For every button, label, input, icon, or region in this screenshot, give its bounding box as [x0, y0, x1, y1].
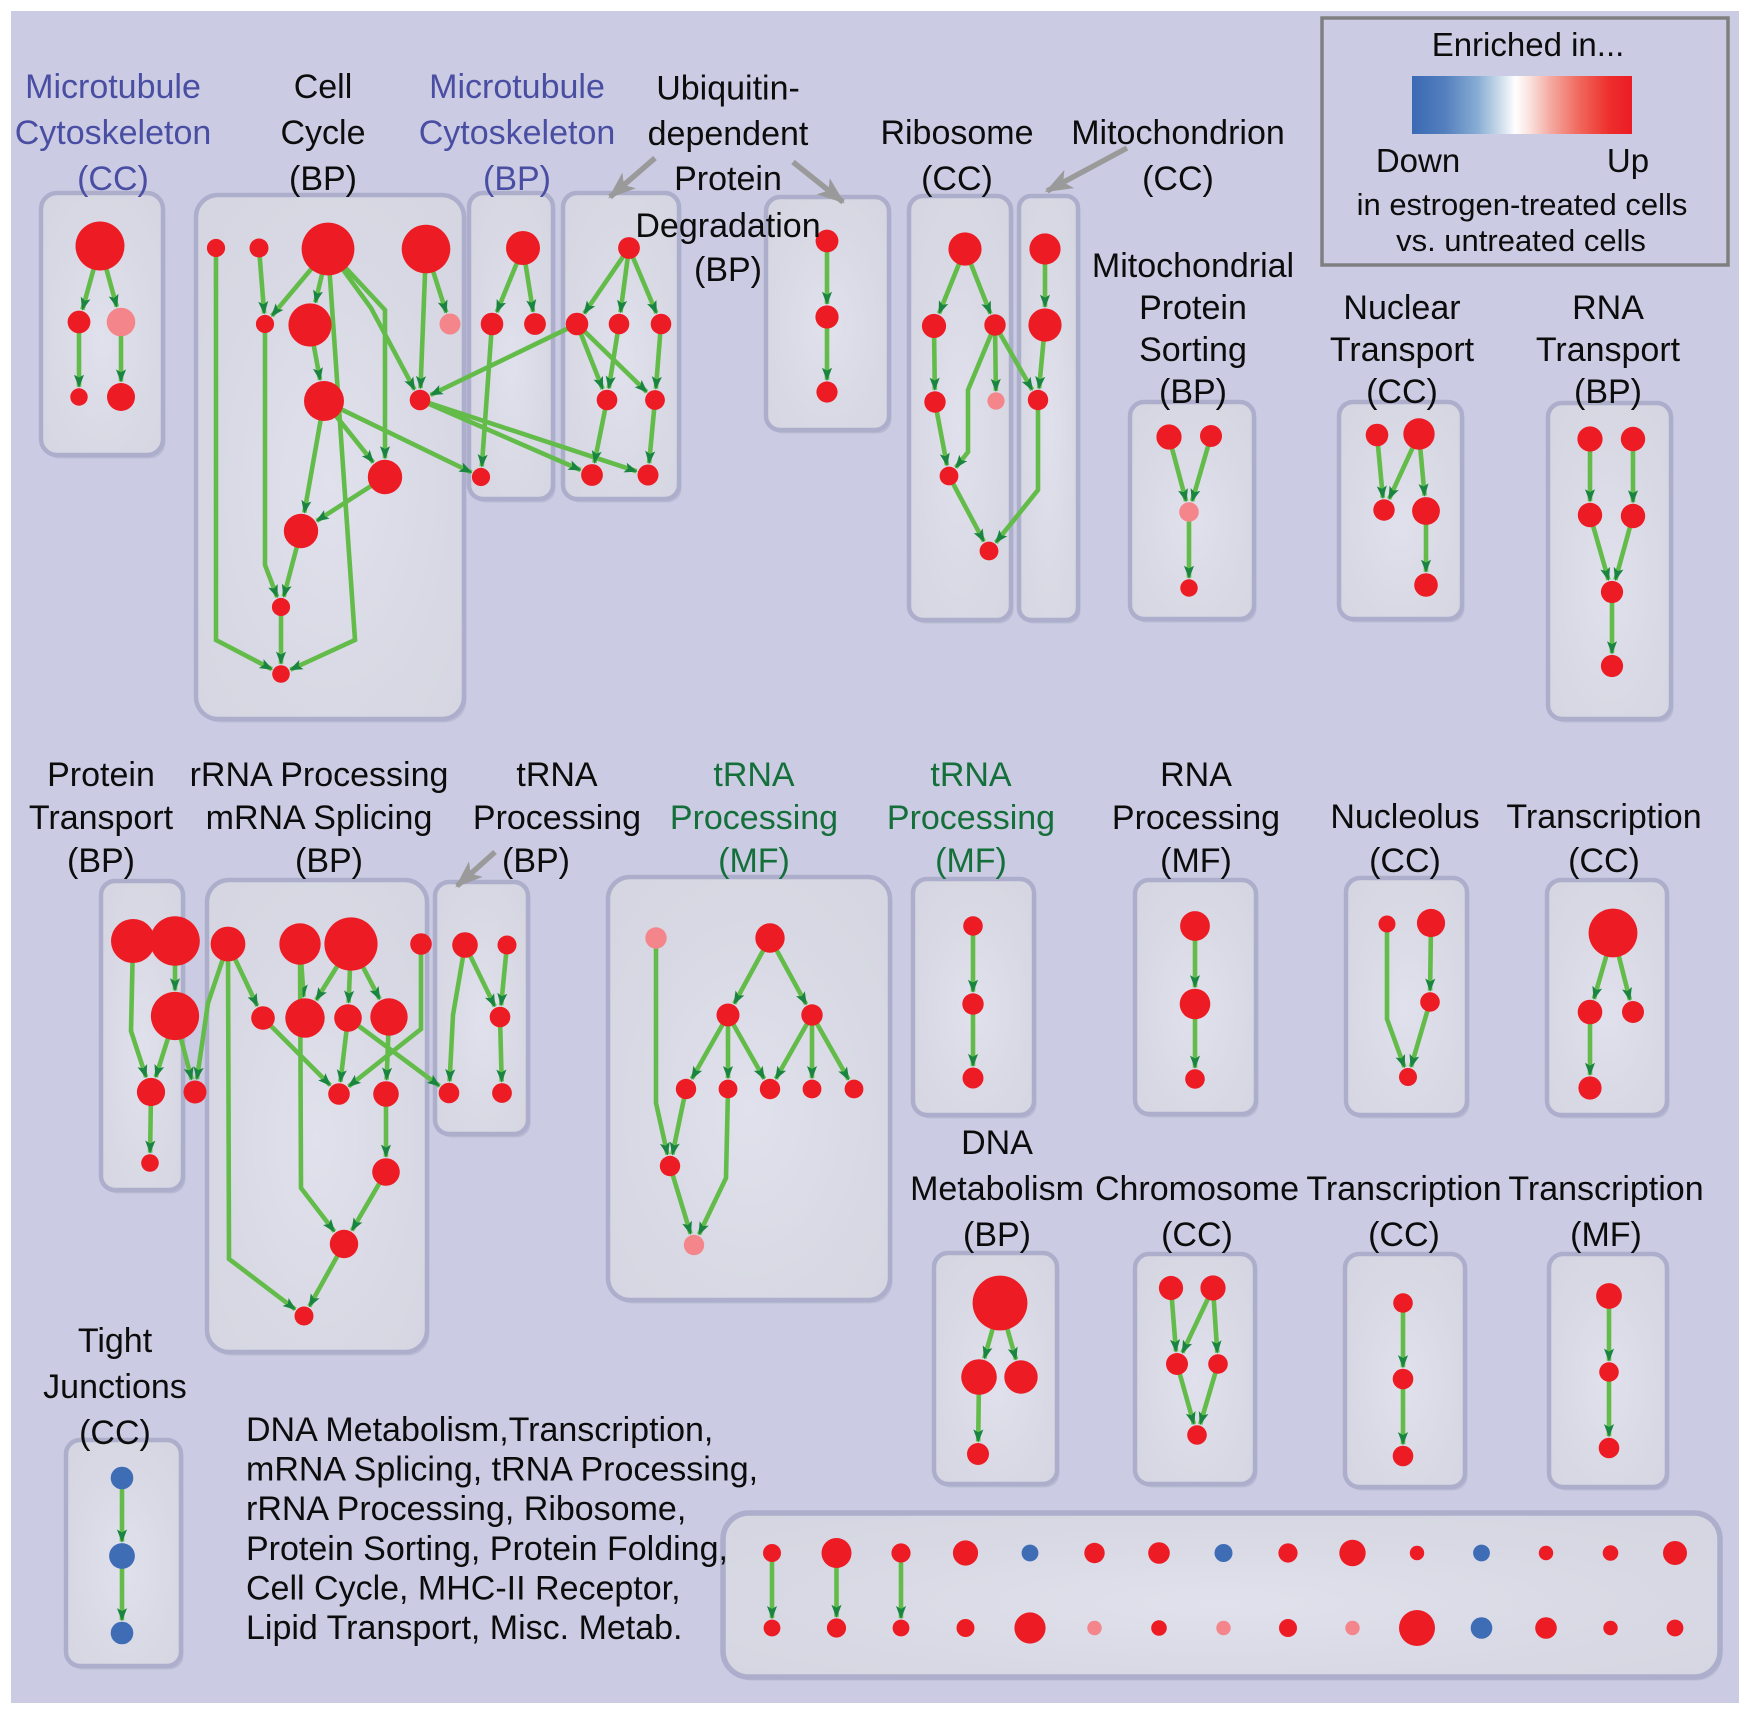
svg-text:Cytoskeleton: Cytoskeleton: [15, 114, 212, 152]
svg-text:Enriched in...: Enriched in...: [1432, 26, 1625, 63]
svg-text:Chromosome: Chromosome: [1095, 1170, 1299, 1208]
svg-text:Up: Up: [1607, 142, 1649, 179]
svg-text:Protein Sorting, Protein Foldi: Protein Sorting, Protein Folding,: [246, 1530, 728, 1568]
svg-text:(CC): (CC): [1568, 842, 1640, 880]
svg-text:Cytoskeleton: Cytoskeleton: [419, 114, 616, 152]
svg-text:(BP): (BP): [502, 842, 570, 880]
svg-text:mRNA Splicing: mRNA Splicing: [206, 799, 433, 837]
svg-text:Protein: Protein: [47, 756, 155, 794]
svg-text:Protein: Protein: [674, 160, 782, 198]
svg-text:rRNA Processing, Ribosome,: rRNA Processing, Ribosome,: [246, 1490, 686, 1528]
svg-text:Mitochondrion: Mitochondrion: [1071, 114, 1285, 152]
svg-text:(BP): (BP): [1159, 373, 1227, 411]
svg-text:Cycle: Cycle: [280, 114, 365, 152]
svg-text:(CC): (CC): [79, 1414, 151, 1452]
svg-text:Processing: Processing: [1112, 799, 1280, 837]
svg-text:tRNA: tRNA: [713, 756, 795, 794]
svg-text:(MF): (MF): [718, 842, 790, 880]
svg-text:Cell Cycle, MHC-II Receptor,: Cell Cycle, MHC-II Receptor,: [246, 1569, 681, 1607]
svg-text:(CC): (CC): [921, 160, 993, 198]
svg-text:Microtubule: Microtubule: [429, 68, 605, 106]
svg-text:Metabolism: Metabolism: [910, 1170, 1084, 1208]
svg-text:(MF): (MF): [1160, 842, 1232, 880]
svg-text:Degradation: Degradation: [635, 207, 820, 245]
svg-text:mRNA Splicing, tRNA Processing: mRNA Splicing, tRNA Processing,: [246, 1451, 758, 1489]
svg-text:rRNA Processing: rRNA Processing: [190, 756, 449, 794]
svg-text:(BP): (BP): [1574, 373, 1642, 411]
svg-text:Lipid Transport, Misc. Metab.: Lipid Transport, Misc. Metab.: [246, 1609, 683, 1647]
svg-text:(BP): (BP): [963, 1216, 1031, 1254]
svg-text:Processing: Processing: [473, 799, 641, 837]
svg-text:(CC): (CC): [1368, 1216, 1440, 1254]
svg-text:(BP): (BP): [694, 251, 762, 289]
svg-text:(CC): (CC): [1161, 1216, 1233, 1254]
svg-text:Transcription: Transcription: [1306, 1170, 1501, 1208]
svg-text:Transcription: Transcription: [1506, 798, 1701, 836]
svg-text:(CC): (CC): [77, 160, 149, 198]
svg-text:Transport: Transport: [1330, 331, 1475, 369]
svg-text:Transcription: Transcription: [1508, 1170, 1703, 1208]
svg-text:Ubiquitin-: Ubiquitin-: [656, 70, 800, 108]
svg-text:Nuclear: Nuclear: [1343, 289, 1460, 327]
svg-text:(BP): (BP): [483, 160, 551, 198]
svg-text:tRNA: tRNA: [930, 756, 1012, 794]
svg-text:DNA Metabolism,Transcription,: DNA Metabolism,Transcription,: [246, 1411, 713, 1449]
svg-text:(CC): (CC): [1369, 842, 1441, 880]
svg-text:Sorting: Sorting: [1139, 331, 1247, 369]
svg-text:RNA: RNA: [1572, 289, 1644, 327]
svg-text:Junctions: Junctions: [43, 1368, 187, 1406]
svg-text:DNA: DNA: [961, 1124, 1033, 1162]
svg-text:(MF): (MF): [935, 842, 1007, 880]
svg-text:dependent: dependent: [648, 115, 809, 153]
svg-text:(BP): (BP): [295, 842, 363, 880]
svg-text:(BP): (BP): [67, 842, 135, 880]
svg-text:Ribosome: Ribosome: [880, 114, 1033, 152]
svg-text:tRNA: tRNA: [516, 756, 598, 794]
svg-text:(CC): (CC): [1366, 373, 1438, 411]
svg-text:RNA: RNA: [1160, 756, 1232, 794]
svg-text:Processing: Processing: [670, 799, 838, 837]
svg-text:Mitochondrial: Mitochondrial: [1092, 247, 1294, 285]
svg-text:Processing: Processing: [887, 799, 1055, 837]
svg-text:(CC): (CC): [1142, 160, 1214, 198]
svg-text:Down: Down: [1376, 142, 1460, 179]
svg-text:Microtubule: Microtubule: [25, 68, 201, 106]
svg-text:Tight: Tight: [78, 1322, 153, 1360]
svg-text:Cell: Cell: [294, 68, 353, 106]
svg-text:Transport: Transport: [1536, 331, 1681, 369]
svg-text:(MF): (MF): [1570, 1216, 1642, 1254]
svg-text:(BP): (BP): [289, 160, 357, 198]
svg-text:vs. untreated cells: vs. untreated cells: [1396, 223, 1646, 258]
svg-text:Nucleolus: Nucleolus: [1330, 798, 1479, 836]
svg-text:Protein: Protein: [1139, 289, 1247, 327]
svg-text:in estrogen-treated cells: in estrogen-treated cells: [1357, 187, 1688, 222]
svg-text:Transport: Transport: [29, 799, 174, 837]
